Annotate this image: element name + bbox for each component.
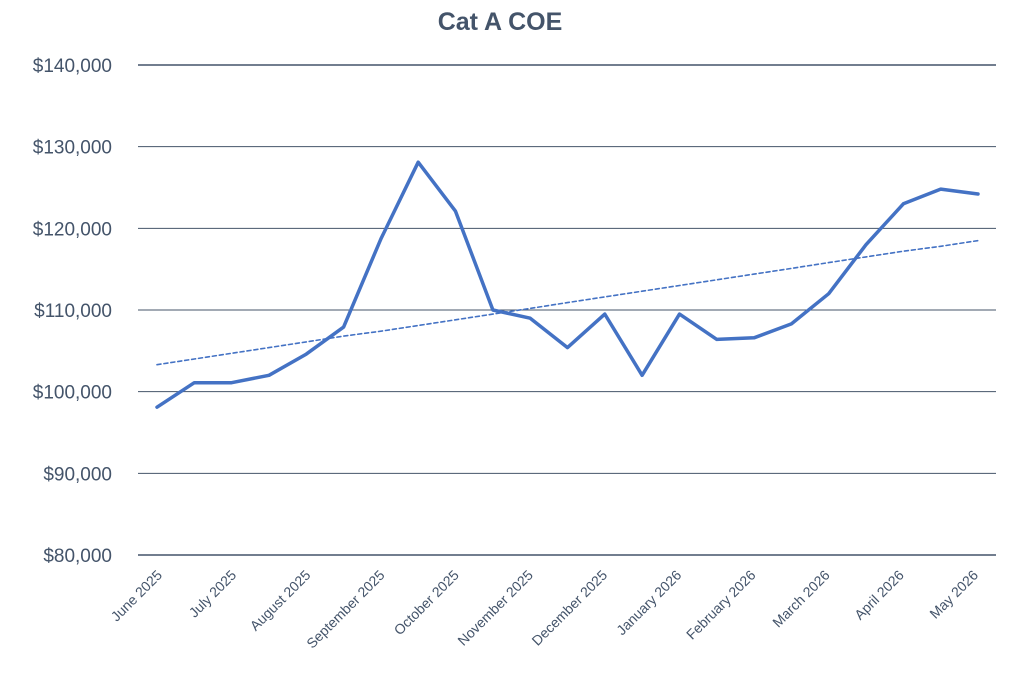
- x-tick-label: October 2025: [391, 567, 462, 638]
- y-tick-label: $120,000: [33, 219, 112, 240]
- series-line: [155, 160, 980, 409]
- x-tick-label: March 2026: [769, 567, 833, 631]
- x-tick-label: April 2026: [851, 567, 907, 623]
- chart-title: Cat A COE: [437, 8, 563, 36]
- series-lines: [155, 160, 980, 409]
- y-tick-label: $90,000: [43, 464, 112, 485]
- x-tick-label: February 2026: [683, 567, 759, 643]
- x-tick-label: September 2025: [303, 567, 388, 652]
- trendline: [156, 239, 979, 366]
- x-tick-label: January 2026: [613, 567, 684, 638]
- x-tick-label: August 2025: [247, 567, 314, 634]
- y-tick-label: $110,000: [34, 301, 112, 322]
- y-tick-label: $80,000: [43, 546, 112, 567]
- x-tick-label: November 2025: [454, 567, 536, 649]
- y-axis-ticks: $80,000 $90,000 $100,000 $110,000 $120,000 $1…: [33, 56, 112, 567]
- x-tick-label: May 2026: [926, 567, 981, 622]
- x-tick-label: December 2025: [528, 567, 610, 649]
- y-tick-label: $100,000: [33, 383, 112, 404]
- y-tick-label: $140,000: [33, 56, 112, 77]
- gridlines: [138, 64, 996, 556]
- y-tick-label: $130,000: [33, 138, 112, 159]
- x-tick-label: July 2025: [186, 567, 240, 621]
- x-tick-label: June 2025: [108, 567, 166, 625]
